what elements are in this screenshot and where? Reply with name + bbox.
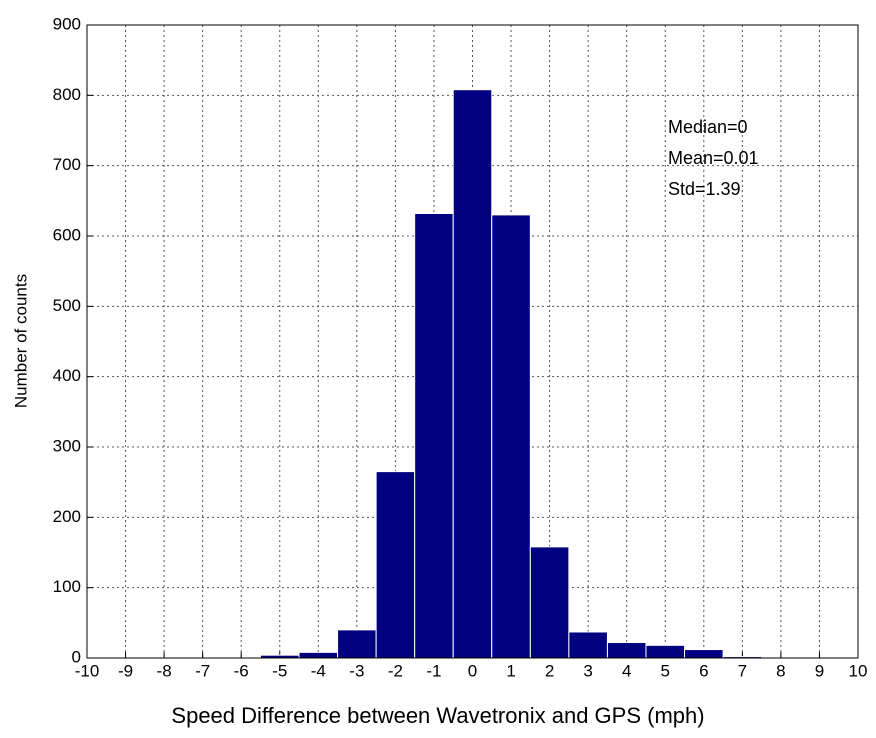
x-tick-label: 5 (661, 661, 670, 680)
bar (645, 644, 686, 659)
x-tick-label: 8 (776, 661, 785, 680)
x-tick-label: -5 (272, 661, 287, 680)
y-tick-label: 0 (72, 647, 81, 666)
x-tick-label: 7 (738, 661, 747, 680)
bar (452, 89, 493, 659)
x-tick-label: -3 (349, 661, 364, 680)
bar (684, 649, 724, 659)
y-tick-label: 200 (53, 507, 81, 526)
bar (414, 212, 454, 659)
bar (606, 642, 647, 659)
bar (298, 651, 339, 659)
y-tick-label: 100 (53, 577, 81, 596)
x-tick-label: -9 (118, 661, 133, 680)
y-tick-label: 400 (53, 366, 81, 385)
x-tick-label: -10 (75, 661, 100, 680)
x-axis-label: Speed Difference between Wavetronix and … (171, 703, 704, 728)
x-tick-label: -4 (311, 661, 326, 680)
y-tick-label: 700 (53, 155, 81, 174)
bar (337, 629, 377, 659)
y-tick-label: 600 (53, 225, 81, 244)
bar (491, 214, 531, 659)
x-tick-label: 4 (622, 661, 631, 680)
y-tick-label: 800 (53, 85, 81, 104)
x-tick-label: 1 (506, 661, 515, 680)
bar (375, 471, 416, 659)
y-tick-label: 500 (53, 296, 81, 315)
y-tick-label: 300 (53, 436, 81, 455)
x-tick-label: 9 (815, 661, 824, 680)
bar (529, 546, 570, 659)
axes-box (86, 24, 859, 659)
x-tick-label: -8 (157, 661, 172, 680)
y-tick-label: 900 (53, 14, 81, 33)
x-tick-label: 6 (699, 661, 708, 680)
x-tick-label: 0 (468, 661, 477, 680)
x-tick-label: 10 (849, 661, 868, 680)
x-tick-label: -1 (426, 661, 441, 680)
annotation: Median=0 (668, 117, 748, 137)
x-tick-label: 2 (545, 661, 554, 680)
x-tick-label: -2 (388, 661, 403, 680)
annotation: Std=1.39 (668, 179, 741, 199)
x-tick-label: 3 (583, 661, 592, 680)
x-tick-label: -6 (234, 661, 249, 680)
x-tick-label: -7 (195, 661, 210, 680)
annotation: Mean=0.01 (668, 148, 759, 168)
y-axis-label: Number of counts (11, 274, 30, 408)
bar (568, 631, 608, 659)
